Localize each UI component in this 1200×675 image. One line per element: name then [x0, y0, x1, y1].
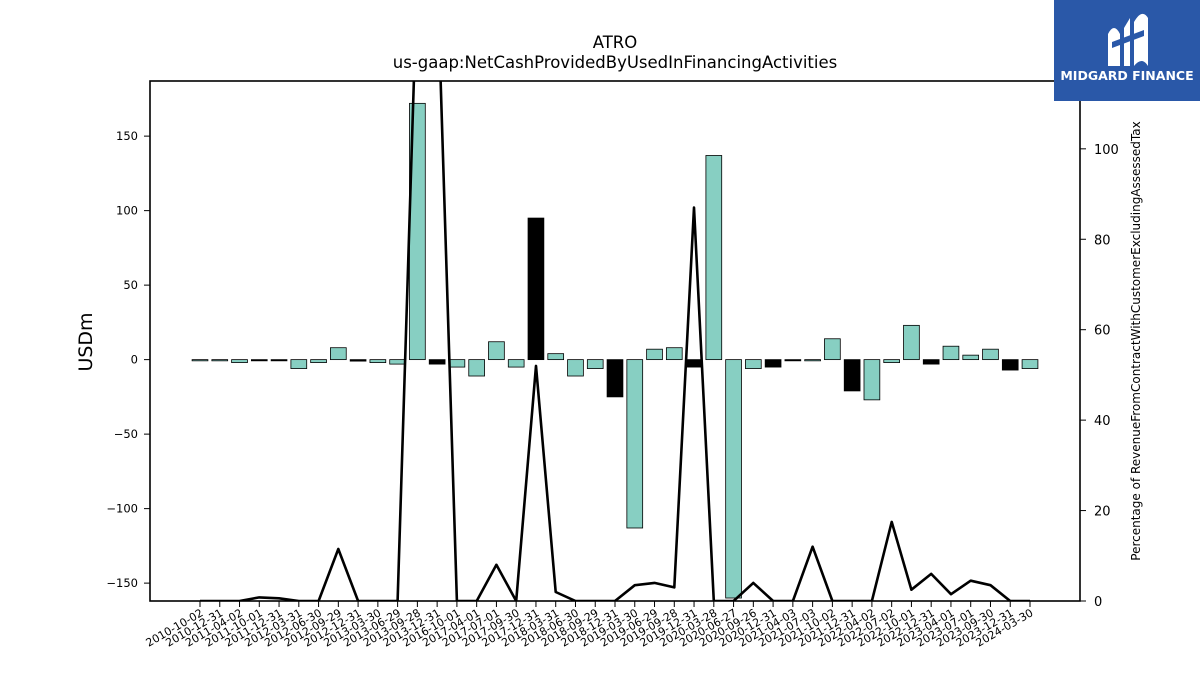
- bar-2013-12-31: [428, 359, 446, 365]
- y-axis-right: 0 20 40 60 80 100: [1080, 143, 1119, 610]
- series-line: [200, 81, 1030, 601]
- bar-2013-03-30: [369, 359, 387, 364]
- bar-2022-07-02: [883, 359, 900, 364]
- y-tick-label: −100: [106, 502, 138, 516]
- bar-2013-06-29: [389, 359, 406, 365]
- bar-2022-12-31: [922, 359, 940, 365]
- y-tick-label: 100: [116, 204, 138, 218]
- midgard-finance-logo: MIDGARD FINANCE: [1054, 0, 1200, 101]
- bar-2019-12-31: [685, 359, 703, 368]
- bar-2023-07-01: [962, 354, 980, 361]
- y-tick-label: 0: [131, 353, 138, 367]
- logo-mark-icon: [1054, 0, 1200, 101]
- bar-2023-12-31: [1001, 359, 1019, 371]
- y2-tick-label: 20: [1094, 505, 1111, 520]
- bar-2017-04-01: [468, 359, 485, 377]
- bar-2012-06-30: [310, 359, 327, 364]
- y-axis-label: USDm: [75, 312, 97, 371]
- bar-2021-07-03: [804, 359, 821, 362]
- bar-2018-09-29: [586, 359, 604, 369]
- bar-2017-12-31: [527, 217, 545, 361]
- y2-axis-label: Percentage of RevenueFromContractWithCus…: [1129, 121, 1143, 560]
- bar-2021-04-03: [784, 359, 802, 362]
- bar-2011-12-31: [270, 359, 288, 362]
- bar-2017-07-01: [488, 341, 505, 361]
- chart-subtitle: us-gaap:NetCashProvidedByUsedInFinancing…: [393, 53, 837, 72]
- bar-2012-12-31: [349, 359, 367, 362]
- y2-tick-label: 0: [1094, 595, 1102, 610]
- y-tick-label: −50: [114, 427, 138, 441]
- bar-2019-03-30: [626, 359, 644, 529]
- y-axis-left: −150 −100 −50 0 50 100 150: [106, 129, 150, 590]
- bar-2018-12-31: [606, 359, 624, 398]
- y-tick-label: 50: [123, 278, 138, 292]
- y2-tick-label: 100: [1094, 143, 1119, 158]
- logo-text: MIDGARD FINANCE: [1060, 68, 1194, 83]
- bar-2020-09-26: [745, 359, 762, 369]
- bar-2022-04-02: [863, 359, 881, 401]
- bar-2020-03-28: [705, 155, 723, 361]
- bar-2023-04-01: [942, 345, 960, 361]
- bar-2018-06-30: [567, 359, 584, 377]
- y2-tick-label: 80: [1094, 233, 1111, 248]
- bar-2010-10-02: [191, 359, 209, 362]
- bar-2024-03-30: [1021, 359, 1039, 369]
- bar-2021-10-02: [824, 338, 841, 361]
- plot-frame: [149, 80, 1081, 602]
- bar-2016-10-01: [448, 359, 466, 368]
- bars-layer: [191, 102, 1039, 599]
- bar-2019-06-29: [646, 348, 663, 361]
- bar-2021-12-31: [843, 359, 861, 392]
- bar-2010-12-31: [211, 359, 229, 362]
- line-layer: [200, 81, 1030, 601]
- bar-2012-03-31: [290, 359, 308, 369]
- y2-tick-label: 40: [1094, 414, 1111, 429]
- bar-2011-10-01: [250, 359, 268, 362]
- bar-2011-04-02: [231, 359, 248, 364]
- y-tick-label: −150: [106, 576, 138, 590]
- bar-2020-12-31: [764, 359, 782, 368]
- bar-2023-09-30: [982, 348, 999, 361]
- chart-title: ATRO: [593, 33, 638, 52]
- x-axis: 2010-10-022010-12-312011-04-022011-10-01…: [144, 601, 1036, 650]
- y2-tick-label: 60: [1094, 324, 1111, 339]
- bar-2018-03-31: [547, 353, 565, 361]
- bar-2020-06-27: [725, 359, 742, 599]
- bar-2019-09-28: [665, 347, 683, 361]
- y-tick-label: 150: [116, 129, 138, 143]
- bar-2012-09-29: [330, 347, 347, 361]
- bar-2022-10-01: [903, 324, 920, 361]
- bar-2017-09-30: [507, 359, 525, 368]
